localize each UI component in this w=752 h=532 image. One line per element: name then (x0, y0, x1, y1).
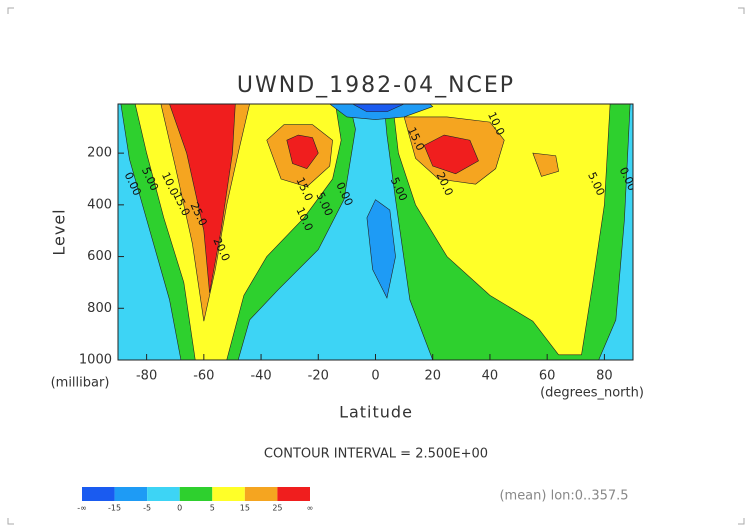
colorbar-box (244, 487, 278, 501)
contour-region (366, 199, 396, 299)
plot-area: 0.005.0010.015.025.020.015.010.05.000.00… (118, 104, 633, 360)
y-tick-label: 1000 (79, 353, 112, 368)
y-axis-label: Level (50, 208, 69, 255)
note: (mean) lon:0..357.5 (499, 489, 628, 504)
colorbar-label: 0 (177, 504, 182, 513)
colorbar-label: ∞ (307, 504, 314, 513)
contour-region (169, 104, 236, 293)
x-axis-label: Latitude (339, 403, 413, 422)
colorbar-box (147, 487, 180, 501)
contour-region (286, 134, 319, 170)
contour-region (352, 104, 405, 113)
x-tick-label: 0 (371, 369, 379, 384)
contour-region (423, 134, 479, 175)
y-tick-label: 800 (87, 301, 112, 316)
colorbar-box (179, 487, 213, 501)
x-tick-label: -60 (193, 369, 214, 384)
y-tick-label: 400 (87, 197, 112, 212)
y-tick-label: 200 (87, 146, 112, 161)
x-tick-label: -80 (136, 369, 157, 384)
page-corners (7, 7, 745, 525)
x-tick-label: 40 (482, 369, 499, 384)
colorbar-box (212, 487, 245, 501)
x-unit: (degrees_north) (540, 386, 644, 401)
colorbar-box (82, 487, 115, 501)
colorbar-label: 5 (210, 504, 215, 513)
y-tick-label: 600 (87, 249, 112, 264)
colorbar-label: -15 (108, 504, 121, 513)
contour-interval: CONTOUR INTERVAL = 2.500E+00 (264, 447, 488, 462)
colorbar-box (114, 487, 148, 501)
contour-region (532, 152, 559, 177)
colorbar-label: 25 (272, 504, 282, 513)
x-tick-label: -20 (308, 369, 329, 384)
colorbar-box (277, 487, 310, 501)
x-tick-label: 80 (596, 369, 613, 384)
colorbar-label: -5 (143, 504, 151, 513)
y-unit: (millibar) (51, 376, 110, 391)
x-tick-label: -40 (250, 369, 271, 384)
x-tick-label: 60 (539, 369, 556, 384)
x-tick-label: 20 (424, 369, 441, 384)
colorbar-label: -∞ (77, 504, 87, 513)
colorbar-label: 15 (240, 504, 250, 513)
chart-title: UWND_1982-04_NCEP (237, 73, 515, 98)
